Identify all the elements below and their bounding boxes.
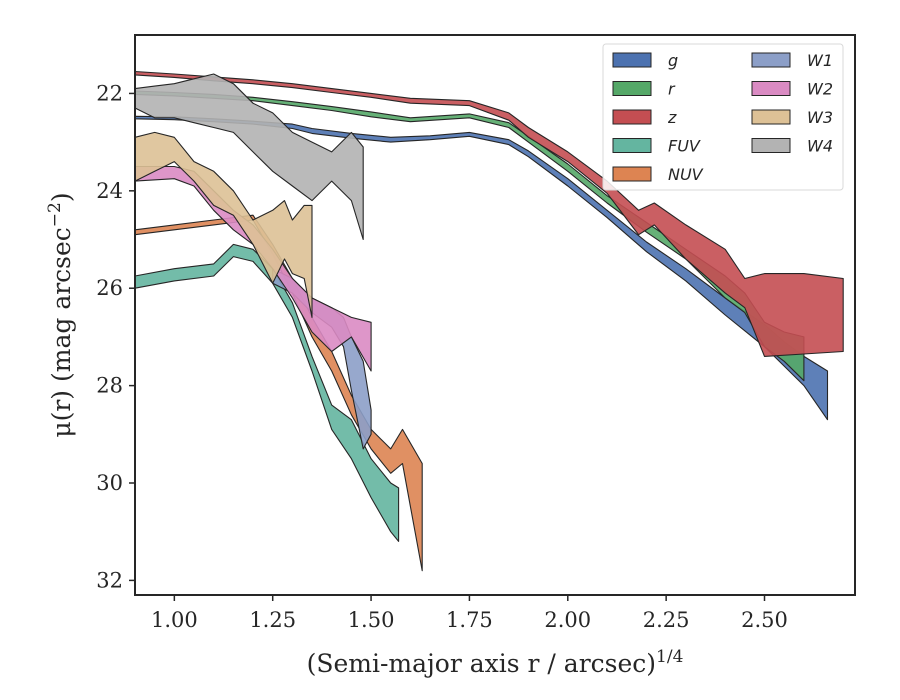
legend-label-r: r [668,80,676,99]
legend-swatch-nuv [612,166,652,182]
x-tick-label: 1.50 [348,608,395,632]
y-tick-label: 32 [96,568,123,592]
legend-swatch-z [612,109,652,125]
legend-swatch-w4 [751,138,791,153]
y-tick-label: 24 [96,179,123,203]
legend-label-w4: W4 [807,137,833,156]
legend-label-w2: W2 [807,80,833,99]
plot-frame [134,34,856,596]
x-tick-label: 1.25 [249,608,296,632]
band-z [134,70,844,357]
legend-label-w1: W1 [807,51,833,70]
band-r [134,90,805,382]
y-axis-ticks: 22 24 26 28 30 32 [96,81,135,592]
legend: grz FUV NUV W1 W2 W3 W4 [602,43,844,191]
band-w2 [134,165,372,372]
y-tick-label: 26 [96,276,123,300]
legend-label-fuv: FUV [668,137,701,156]
x-axis-label: (Semi-major axis r / arcsec)1/4 [307,647,684,678]
x-tick-label: 2.50 [741,608,788,632]
y-tick-label: 28 [96,374,123,398]
y-axis-label: μ(r) (mag arcsec−2) [45,192,76,437]
legend-label-z: z [667,108,677,127]
band-w4 [134,73,364,241]
x-tick-label: 1.00 [151,608,198,632]
x-tick-label: 1.75 [446,608,493,632]
legend-swatch-fuv [612,138,652,153]
x-tick-label: 2.25 [643,608,690,632]
y-tick-label: 30 [96,471,123,495]
legend-swatch-w3 [751,109,791,125]
x-tick-label: 2.00 [544,608,591,632]
legend-swatch-r [612,81,652,96]
legend-label-g: g [668,51,678,70]
y-tick-label: 22 [96,81,123,105]
series-bands [134,70,844,572]
legend-swatch-w2 [751,81,791,96]
legend-swatch-g [612,52,652,68]
x-axis-ticks: 1.00 1.25 1.50 1.75 2.00 2.25 2.50 [151,595,788,632]
legend-label-w3: W3 [807,108,833,127]
legend-label-nuv: NUV [668,165,704,184]
band-w3 [134,131,313,318]
legend-swatch-w1 [751,52,791,68]
legend-frame [602,43,844,191]
